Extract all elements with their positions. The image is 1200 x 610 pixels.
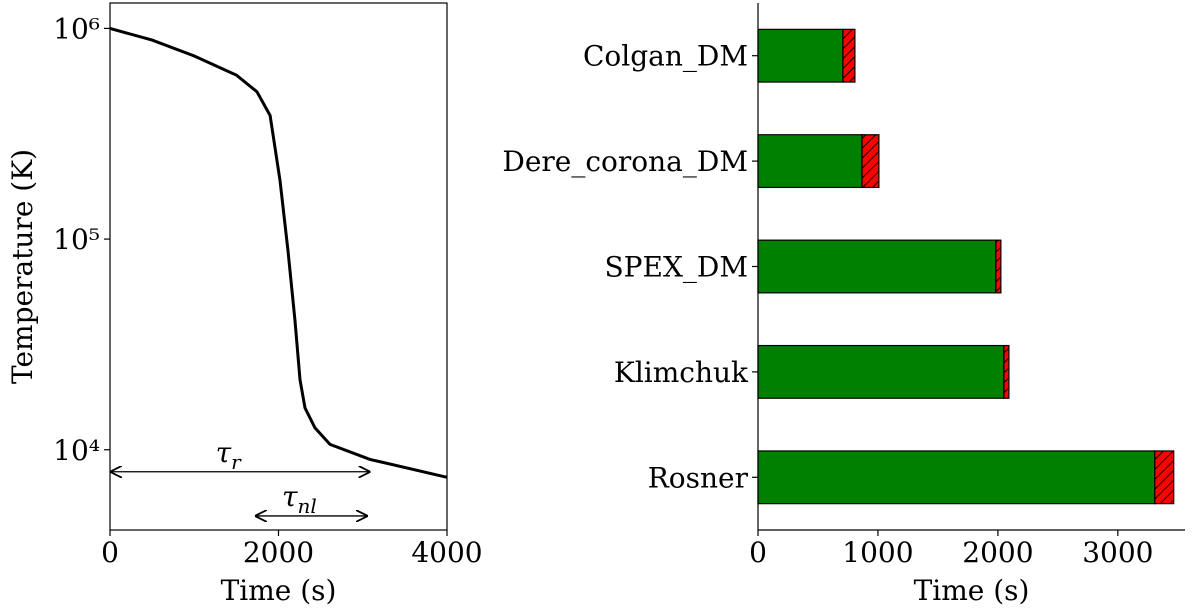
bar-segment xyxy=(1154,450,1175,505)
axes-frame xyxy=(109,2,448,531)
subscript: nl xyxy=(297,494,316,518)
x-tick-label: 4000 xyxy=(411,536,482,569)
y-tick-label: Colgan_DM xyxy=(583,40,748,73)
bar-segment xyxy=(757,134,863,189)
y-tick-label: Klimchuk xyxy=(614,356,749,389)
x-tick-label: 0 xyxy=(749,536,767,569)
x-tick-label: 2000 xyxy=(962,536,1033,569)
bar-segment xyxy=(995,239,1002,294)
symbol: τ xyxy=(216,436,232,469)
bar-segment xyxy=(861,134,880,189)
bar-segment xyxy=(842,28,856,83)
y-tick-label: Dere_corona_DM xyxy=(502,145,748,178)
x-axis-label: Time (s) xyxy=(914,574,1030,607)
subscript: r xyxy=(231,450,242,474)
y-axis-label: Temperature (K) xyxy=(6,149,39,384)
x-tick-label: 1000 xyxy=(842,536,913,569)
x-tick-label: 0 xyxy=(101,536,119,569)
axes-spines xyxy=(757,3,1185,531)
annotation: τr xyxy=(216,436,243,474)
bar-segment xyxy=(757,239,997,294)
y-tick-label: 10⁵ xyxy=(53,223,100,256)
x-tick-label: 3000 xyxy=(1082,536,1153,569)
symbol: τ xyxy=(282,480,298,513)
line xyxy=(109,26,448,479)
bar-segment xyxy=(757,344,1005,399)
y-tick-label: 10⁴ xyxy=(53,434,100,467)
y-tick-label: Rosner xyxy=(648,461,749,494)
y-tick-label: SPEX_DM xyxy=(604,251,748,284)
x-axis-label: Time (s) xyxy=(221,574,337,607)
bar-segment xyxy=(757,28,844,83)
y-tick-label: 10⁶ xyxy=(53,12,100,45)
x-tick-label: 2000 xyxy=(243,536,314,569)
bar-segment xyxy=(1003,344,1010,399)
annotation: τnl xyxy=(282,480,317,518)
bar-segment xyxy=(757,450,1156,505)
